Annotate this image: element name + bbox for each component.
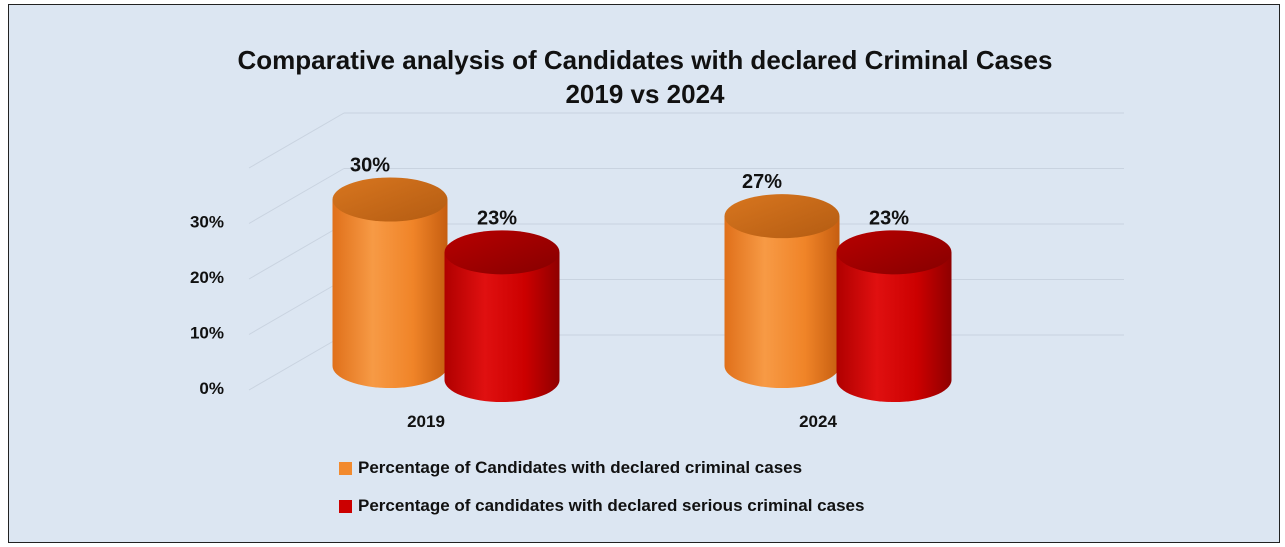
data-label: 23% xyxy=(477,207,517,229)
chart-frame: Comparative analysis of Candidates with … xyxy=(8,4,1280,543)
chart-title-line: Comparative analysis of Candidates with … xyxy=(237,45,1053,75)
legend-swatch-1 xyxy=(339,499,352,513)
data-labels-layer: 30% 23% 27% 23% xyxy=(350,155,909,230)
y-tick-label: 30% xyxy=(190,213,224,232)
grid-layer xyxy=(248,112,1124,391)
y-tick-label: 20% xyxy=(190,268,224,287)
y-tick-label: 10% xyxy=(190,324,224,343)
legend-item: Percentage of candidates with declared s… xyxy=(339,496,864,516)
bar-2024-series-1 xyxy=(836,230,952,403)
y-tick-label: 0% xyxy=(199,379,224,398)
chart-title: Comparative analysis of Candidates with … xyxy=(9,43,1281,111)
bars-layer xyxy=(332,177,952,403)
y-axis-ticks: 0% 10% 20% 30% xyxy=(190,213,224,399)
x-category-label: 2024 xyxy=(799,412,837,431)
plot-area: 0% 10% 20% 30% 30% 23% 27% 23% 2019 2024 xyxy=(190,112,1124,431)
chart-subtitle-line: 2019 vs 2024 xyxy=(565,79,725,109)
legend-label-1: Percentage of candidates with declared s… xyxy=(358,496,865,515)
bar-2024-series-0 xyxy=(724,194,840,389)
legend-item: Percentage of Candidates with declared c… xyxy=(339,458,864,478)
data-label: 27% xyxy=(742,171,782,193)
x-axis-categories: 2019 2024 xyxy=(407,412,837,431)
gridline xyxy=(248,168,1124,224)
legend: Percentage of Candidates with declared c… xyxy=(339,458,864,534)
bar-2019-series-1 xyxy=(444,230,560,403)
data-label: 23% xyxy=(869,207,909,229)
data-label: 30% xyxy=(350,155,390,177)
gridline xyxy=(248,112,1124,169)
legend-swatch-0 xyxy=(339,461,352,475)
legend-label-0: Percentage of Candidates with declared c… xyxy=(358,458,803,477)
bar-2019-series-0 xyxy=(332,177,448,389)
x-category-label: 2019 xyxy=(407,412,445,431)
